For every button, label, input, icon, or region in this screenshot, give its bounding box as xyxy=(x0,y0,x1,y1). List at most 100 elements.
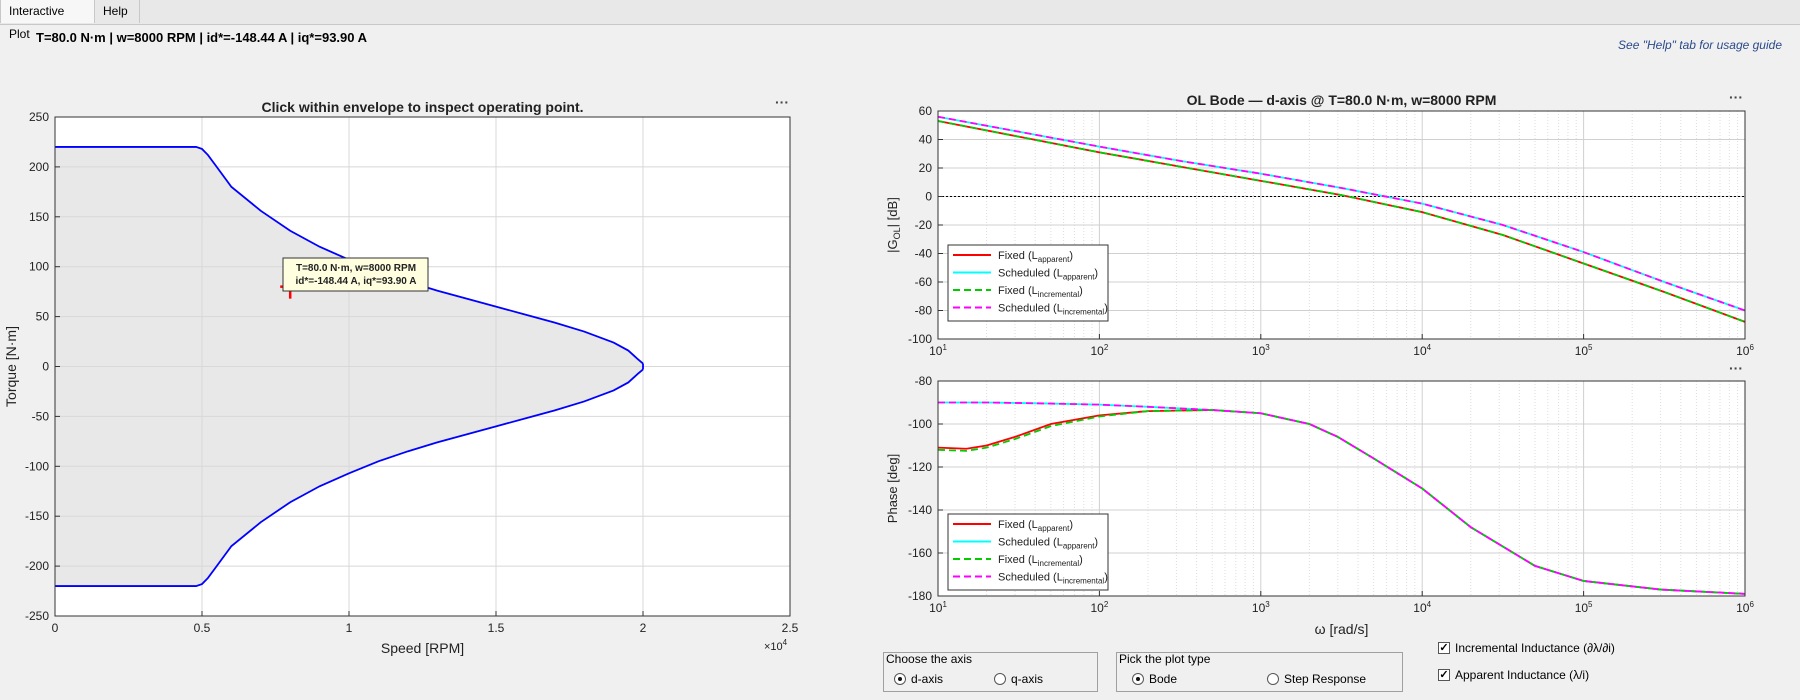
y-tick-label: 50 xyxy=(36,310,50,324)
y-tick-label: 200 xyxy=(29,160,49,174)
y-tick-label: 40 xyxy=(919,133,933,147)
plot-type-panel: Pick the plot type Bode Step Response xyxy=(1116,652,1403,692)
y-tick-label: 100 xyxy=(29,260,49,274)
y-tick-label: -120 xyxy=(908,460,932,474)
help-hint: See "Help" tab for usage guide xyxy=(1618,38,1782,52)
y-tick-label: -160 xyxy=(908,546,932,560)
legend-entry-1: Scheduled (Lapparent) xyxy=(998,268,1098,282)
y-tick-label: -40 xyxy=(915,247,933,261)
magnitude-legend xyxy=(947,244,1109,322)
envelope-title: Click within envelope to inspect operati… xyxy=(261,99,583,115)
x-tick-label: 101 xyxy=(929,343,947,358)
phase-series-3 xyxy=(938,401,1746,595)
y-tick-label: -80 xyxy=(915,304,933,318)
x-multiplier: ×104 xyxy=(764,638,788,653)
apparent-inductance-label: Apparent Inductance (λ/i) xyxy=(1455,668,1590,682)
datatip-line-1: T=80.0 N·m, w=8000 RPM xyxy=(296,263,416,274)
datatip-box xyxy=(282,257,429,292)
legend-entry-3: Scheduled (Lincremental) xyxy=(998,572,1108,586)
x-tick-label: 106 xyxy=(1736,600,1754,615)
y-tick-label: -50 xyxy=(32,409,50,423)
radio-unselected-icon xyxy=(994,673,1006,685)
y-tick-label: 0 xyxy=(925,190,932,204)
x-tick-label: 101 xyxy=(929,600,947,615)
legend-entry-3: Scheduled (Lincremental) xyxy=(998,303,1108,317)
y-tick-label: 20 xyxy=(919,161,933,175)
y-tick-label: -100 xyxy=(908,417,932,431)
x-tick-label: 103 xyxy=(1252,343,1270,358)
envelope-xlabel: Speed [RPM] xyxy=(381,640,464,656)
y-tick-label: -100 xyxy=(908,332,932,346)
legend-entry-2: Fixed (Lincremental) xyxy=(998,554,1083,568)
x-tick-label: 0.5 xyxy=(194,621,211,635)
bode-title: OL Bode — d-axis @ T=80.0 N·m, w=8000 RP… xyxy=(1187,92,1497,108)
y-tick-label: 250 xyxy=(29,110,49,124)
d-axis-label: d-axis xyxy=(911,672,944,686)
radio-selected-icon xyxy=(894,673,906,685)
magnitude-series-3 xyxy=(937,115,1746,312)
y-tick-label: -20 xyxy=(915,218,933,232)
operating-point-status: T=80.0 N·m | w=8000 RPM | id*=-148.44 A … xyxy=(36,30,368,45)
y-tick-label: -150 xyxy=(25,509,49,523)
bode-label: Bode xyxy=(1149,672,1178,686)
x-tick-label: 104 xyxy=(1413,343,1431,358)
tab-bar: Interactive Plot Help xyxy=(0,0,1800,41)
envelope-menu-icon[interactable]: ··· xyxy=(775,94,789,110)
x-tick-label: 102 xyxy=(1090,343,1108,358)
legend-entry-1: Scheduled (Lapparent) xyxy=(998,537,1098,551)
y-tick-label: -200 xyxy=(25,559,49,573)
datatip-line-2: id*=-148.44 A, iq*=93.90 A xyxy=(296,276,417,287)
x-tick-label: 1 xyxy=(346,621,353,635)
magnitude-ylabel: |GOL| [dB] xyxy=(885,197,902,253)
x-tick-label: 2 xyxy=(640,621,647,635)
y-tick-label: -100 xyxy=(25,459,49,473)
phase-xlabel: ω [rad/s] xyxy=(1315,621,1369,637)
axis-choice-panel: Choose the axis d-axis q-axis xyxy=(883,652,1098,692)
x-tick-label: 0 xyxy=(52,621,59,635)
y-tick-label: 60 xyxy=(919,104,933,118)
incremental-inductance-label: Incremental Inductance (∂λ/∂i) xyxy=(1455,641,1615,655)
envelope-lower-line xyxy=(55,368,644,587)
x-tick-label: 102 xyxy=(1090,600,1108,615)
x-tick-label: 106 xyxy=(1736,343,1754,358)
magnitude-series-2 xyxy=(937,120,1746,323)
legend-entry-2: Fixed (Lincremental) xyxy=(998,285,1083,299)
step-response-radio[interactable]: Step Response xyxy=(1267,672,1366,686)
d-axis-radio[interactable]: d-axis xyxy=(894,672,943,686)
phase-axes-box xyxy=(937,380,1746,597)
y-tick-label: -180 xyxy=(908,589,932,603)
x-tick-label: 105 xyxy=(1575,600,1593,615)
q-axis-radio[interactable]: q-axis xyxy=(994,672,1043,686)
phase-ylabel: Phase [deg] xyxy=(885,454,900,523)
step-response-label: Step Response xyxy=(1284,672,1367,686)
y-tick-label: 0 xyxy=(42,360,49,374)
bode-radio[interactable]: Bode xyxy=(1132,672,1177,686)
tab-help[interactable]: Help xyxy=(95,0,140,23)
x-tick-label: 1.5 xyxy=(488,621,505,635)
phase-menu-icon[interactable]: ··· xyxy=(1729,360,1743,376)
envelope-ylabel: Torque [N·m] xyxy=(3,326,19,407)
magnitude-menu-icon[interactable]: ··· xyxy=(1729,89,1743,105)
y-tick-label: -60 xyxy=(915,275,933,289)
legend-entry-0: Fixed (Lapparent) xyxy=(998,250,1073,264)
y-tick-label: 150 xyxy=(29,210,49,224)
x-tick-label: 105 xyxy=(1575,343,1593,358)
radio-selected-icon xyxy=(1132,673,1144,685)
apparent-inductance-checkbox[interactable]: ✓ Apparent Inductance (λ/i) xyxy=(1438,668,1589,682)
checkmark-icon: ✓ xyxy=(1438,669,1450,681)
x-tick-label: 104 xyxy=(1413,600,1431,615)
radio-unselected-icon xyxy=(1267,673,1279,685)
tab-interactive-plot[interactable]: Interactive Plot xyxy=(0,0,95,41)
q-axis-label: q-axis xyxy=(1011,672,1044,686)
phase-legend xyxy=(947,513,1109,591)
incremental-inductance-checkbox[interactable]: ✓ Incremental Inductance (∂λ/∂i) xyxy=(1438,641,1615,655)
y-tick-label: -80 xyxy=(915,374,933,388)
x-tick-label: 103 xyxy=(1252,600,1270,615)
plot-type-panel-title: Pick the plot type xyxy=(1119,652,1211,666)
y-tick-label: -250 xyxy=(25,609,49,623)
legend-entry-0: Fixed (Lapparent) xyxy=(998,519,1073,533)
axis-panel-title: Choose the axis xyxy=(886,652,973,666)
y-tick-label: -140 xyxy=(908,503,932,517)
checkmark-icon: ✓ xyxy=(1438,642,1450,654)
